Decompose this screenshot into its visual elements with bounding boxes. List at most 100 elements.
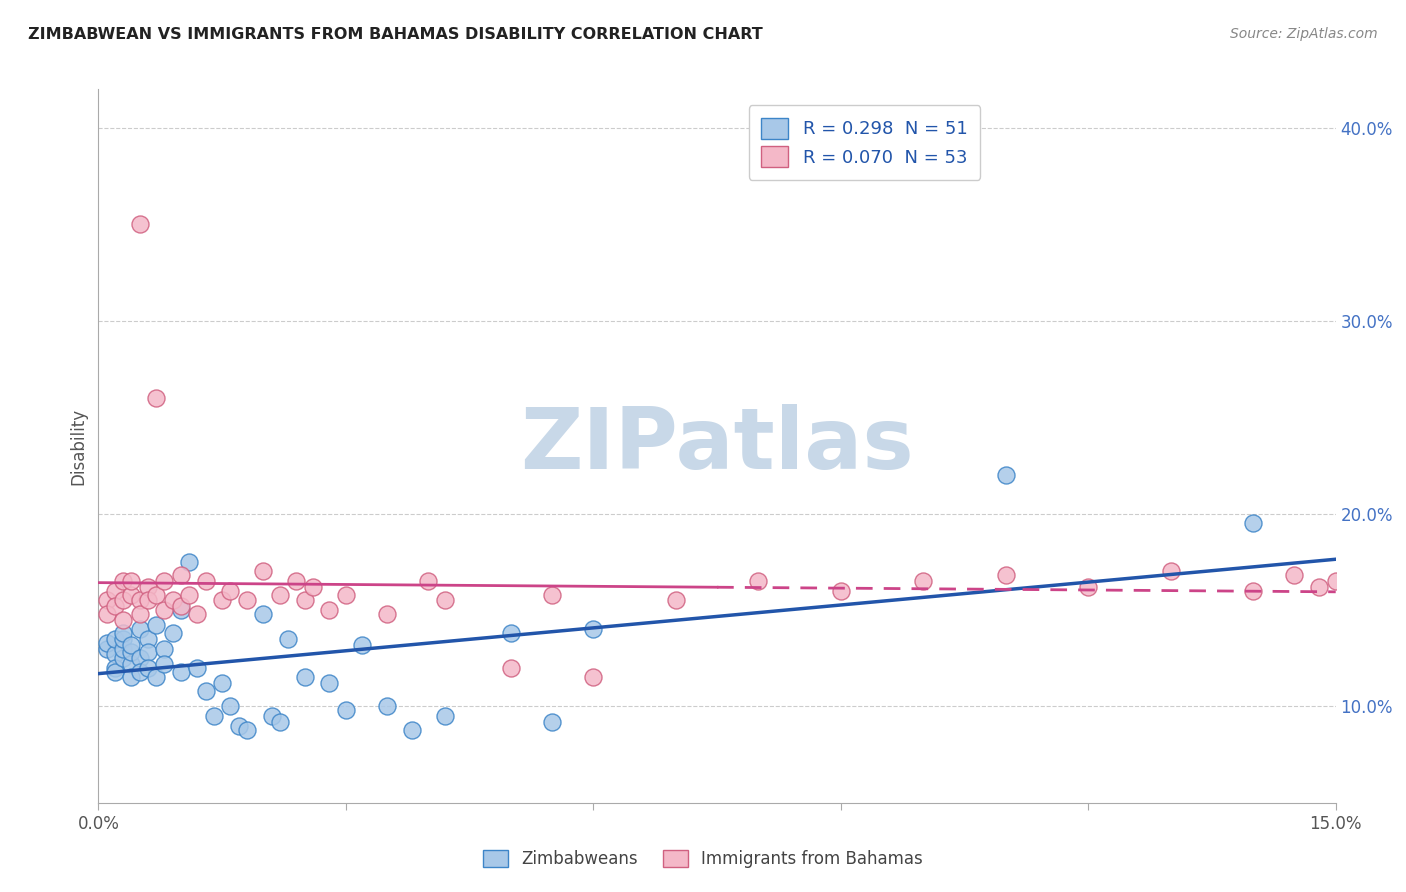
Point (352, 638, 374, 652)
Point (128, 651, 150, 665)
Point (170, 665, 193, 679)
Point (1284, 568, 1306, 582)
Point (236, 593, 259, 607)
Point (170, 603, 193, 617)
Point (260, 709, 283, 723)
Point (136, 593, 159, 607)
Point (145, 587, 167, 601)
Point (294, 670, 316, 684)
Point (128, 622, 150, 636)
Point (499, 661, 522, 675)
Text: ZIPatlas: ZIPatlas (520, 404, 914, 488)
Legend: Zimbabweans, Immigrants from Bahamas: Zimbabweans, Immigrants from Bahamas (477, 843, 929, 875)
Point (136, 580, 159, 594)
Point (433, 593, 456, 607)
Point (1324, 574, 1347, 588)
Point (401, 723, 423, 737)
Point (236, 723, 259, 737)
Point (294, 593, 316, 607)
Point (994, 568, 1017, 582)
Point (269, 714, 291, 729)
Point (665, 593, 688, 607)
Point (120, 645, 142, 659)
Point (153, 574, 176, 588)
Point (994, 467, 1017, 482)
Point (228, 719, 250, 733)
Point (128, 607, 150, 621)
Point (252, 565, 274, 579)
Point (1341, 587, 1364, 601)
Point (96, 607, 118, 621)
Point (136, 632, 159, 646)
Point (541, 714, 564, 729)
Point (277, 632, 299, 646)
Point (747, 574, 769, 588)
Text: ZIMBABWEAN VS IMMIGRANTS FROM BAHAMAS DISABILITY CORRELATION CHART: ZIMBABWEAN VS IMMIGRANTS FROM BAHAMAS DI… (28, 27, 763, 42)
Point (1365, 565, 1388, 579)
Point (285, 574, 308, 588)
Point (1308, 580, 1330, 594)
Point (112, 613, 135, 627)
Point (170, 599, 193, 613)
Point (104, 665, 127, 679)
Point (153, 641, 176, 656)
Point (136, 661, 159, 675)
Point (179, 555, 201, 569)
Point (318, 676, 340, 690)
Point (318, 603, 340, 617)
Y-axis label: Disability: Disability (69, 408, 87, 484)
Point (128, 593, 150, 607)
Point (104, 632, 127, 646)
Point (162, 593, 184, 607)
Point (136, 645, 159, 659)
Point (219, 699, 242, 714)
Point (153, 603, 176, 617)
Point (120, 670, 142, 684)
Point (1160, 565, 1182, 579)
Point (153, 657, 176, 671)
Point (194, 574, 217, 588)
Point (112, 574, 135, 588)
Point (418, 574, 440, 588)
Point (104, 599, 127, 613)
Point (1241, 583, 1264, 598)
Point (302, 580, 325, 594)
Point (1241, 516, 1264, 530)
Point (145, 618, 167, 632)
Point (211, 676, 233, 690)
Point (170, 568, 193, 582)
Point (1077, 580, 1099, 594)
Point (375, 607, 398, 621)
Point (96, 593, 118, 607)
Point (162, 626, 184, 640)
Point (830, 583, 852, 598)
Point (145, 391, 167, 405)
Point (186, 607, 208, 621)
Point (120, 587, 142, 601)
Point (375, 699, 398, 714)
Point (96, 636, 118, 650)
Point (104, 648, 127, 662)
Point (202, 709, 225, 723)
Point (219, 583, 242, 598)
Point (104, 583, 127, 598)
Point (145, 670, 167, 684)
Point (582, 622, 605, 636)
Point (186, 661, 208, 675)
Point (128, 217, 150, 231)
Point (499, 626, 522, 640)
Point (269, 587, 291, 601)
Point (96, 641, 118, 656)
Point (179, 587, 201, 601)
Point (120, 574, 142, 588)
Point (433, 709, 456, 723)
Point (112, 651, 135, 665)
Legend: R = 0.298  N = 51, R = 0.070  N = 53: R = 0.298 N = 51, R = 0.070 N = 53 (748, 105, 980, 179)
Point (128, 665, 150, 679)
Point (112, 626, 135, 640)
Point (335, 703, 357, 717)
Point (194, 684, 217, 698)
Point (112, 593, 135, 607)
Point (252, 607, 274, 621)
Point (582, 670, 605, 684)
